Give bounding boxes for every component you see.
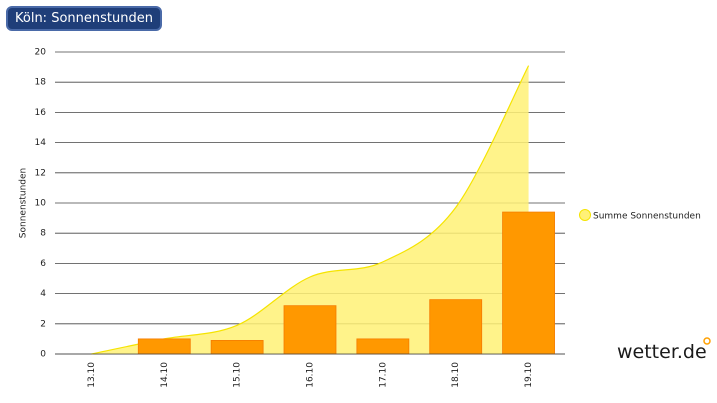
y-tick-label: 0 xyxy=(40,350,46,360)
y-tick-label: 4 xyxy=(40,289,46,299)
legend-label: Summe Sonnenstunden xyxy=(593,212,701,222)
bar xyxy=(502,211,555,355)
x-tick-label: 15.10 xyxy=(233,362,243,388)
bar xyxy=(356,338,410,355)
x-tick-label: 18.10 xyxy=(451,362,461,388)
y-tick-label: 16 xyxy=(35,108,47,118)
x-tick-label: 16.10 xyxy=(306,362,316,388)
y-tick-label: 14 xyxy=(35,138,47,148)
logo: wetter.de xyxy=(617,341,707,363)
chart-title: Köln: Sonnenstunden xyxy=(6,6,162,31)
logo-dot xyxy=(703,337,711,345)
legend-marker xyxy=(579,209,591,221)
bar xyxy=(283,305,337,355)
y-tick-label: 8 xyxy=(40,229,46,239)
bar xyxy=(210,340,264,355)
y-axis-label: Sonnenstunden xyxy=(19,168,29,238)
y-tick-label: 6 xyxy=(40,259,46,269)
area xyxy=(91,65,529,354)
y-tick-label: 2 xyxy=(40,319,46,329)
bar xyxy=(429,299,483,355)
y-tick-label: 20 xyxy=(35,48,47,58)
y-tick-label: 10 xyxy=(35,199,47,209)
x-tick-label: 13.10 xyxy=(87,362,97,388)
x-tick-label: 17.10 xyxy=(378,362,388,388)
x-tick-label: 14.10 xyxy=(160,362,170,388)
bar xyxy=(137,338,191,355)
y-tick-label: 12 xyxy=(35,168,46,178)
x-tick-label: 19.10 xyxy=(524,362,534,388)
y-tick-label: 18 xyxy=(35,78,47,88)
